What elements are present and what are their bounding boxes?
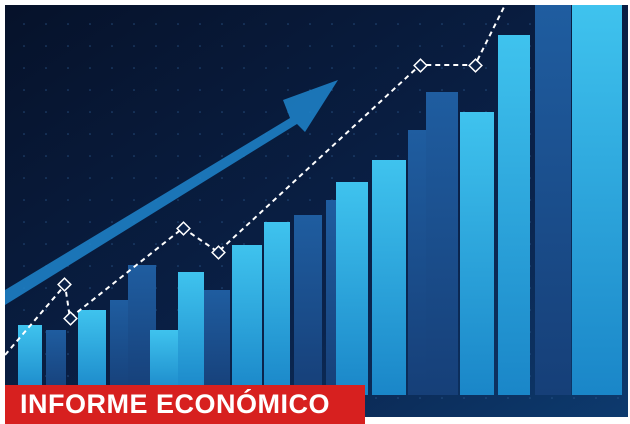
banner [5, 385, 365, 424]
marker [211, 245, 226, 260]
bar [46, 330, 66, 395]
bar [336, 182, 368, 395]
line-markers [57, 58, 483, 326]
bar [460, 112, 494, 395]
bar [78, 310, 106, 395]
dashed-line [4, 4, 506, 356]
bar [18, 325, 42, 395]
marker [57, 277, 72, 292]
bar [204, 290, 230, 395]
bar [498, 35, 530, 395]
bar [426, 92, 458, 395]
bar [110, 300, 132, 395]
bars [18, 5, 622, 395]
bar [572, 5, 622, 395]
bar [535, 5, 571, 395]
marker [413, 58, 428, 73]
bar [232, 245, 262, 395]
bar [178, 272, 204, 395]
bar [372, 160, 406, 395]
banner-title: INFORME ECONÓMICO [20, 388, 330, 419]
marker [468, 58, 483, 73]
trend-arrow [5, 80, 338, 305]
bar [294, 215, 322, 395]
marker [63, 311, 78, 326]
bar [150, 330, 180, 395]
bar [264, 222, 290, 395]
marker [176, 221, 191, 236]
